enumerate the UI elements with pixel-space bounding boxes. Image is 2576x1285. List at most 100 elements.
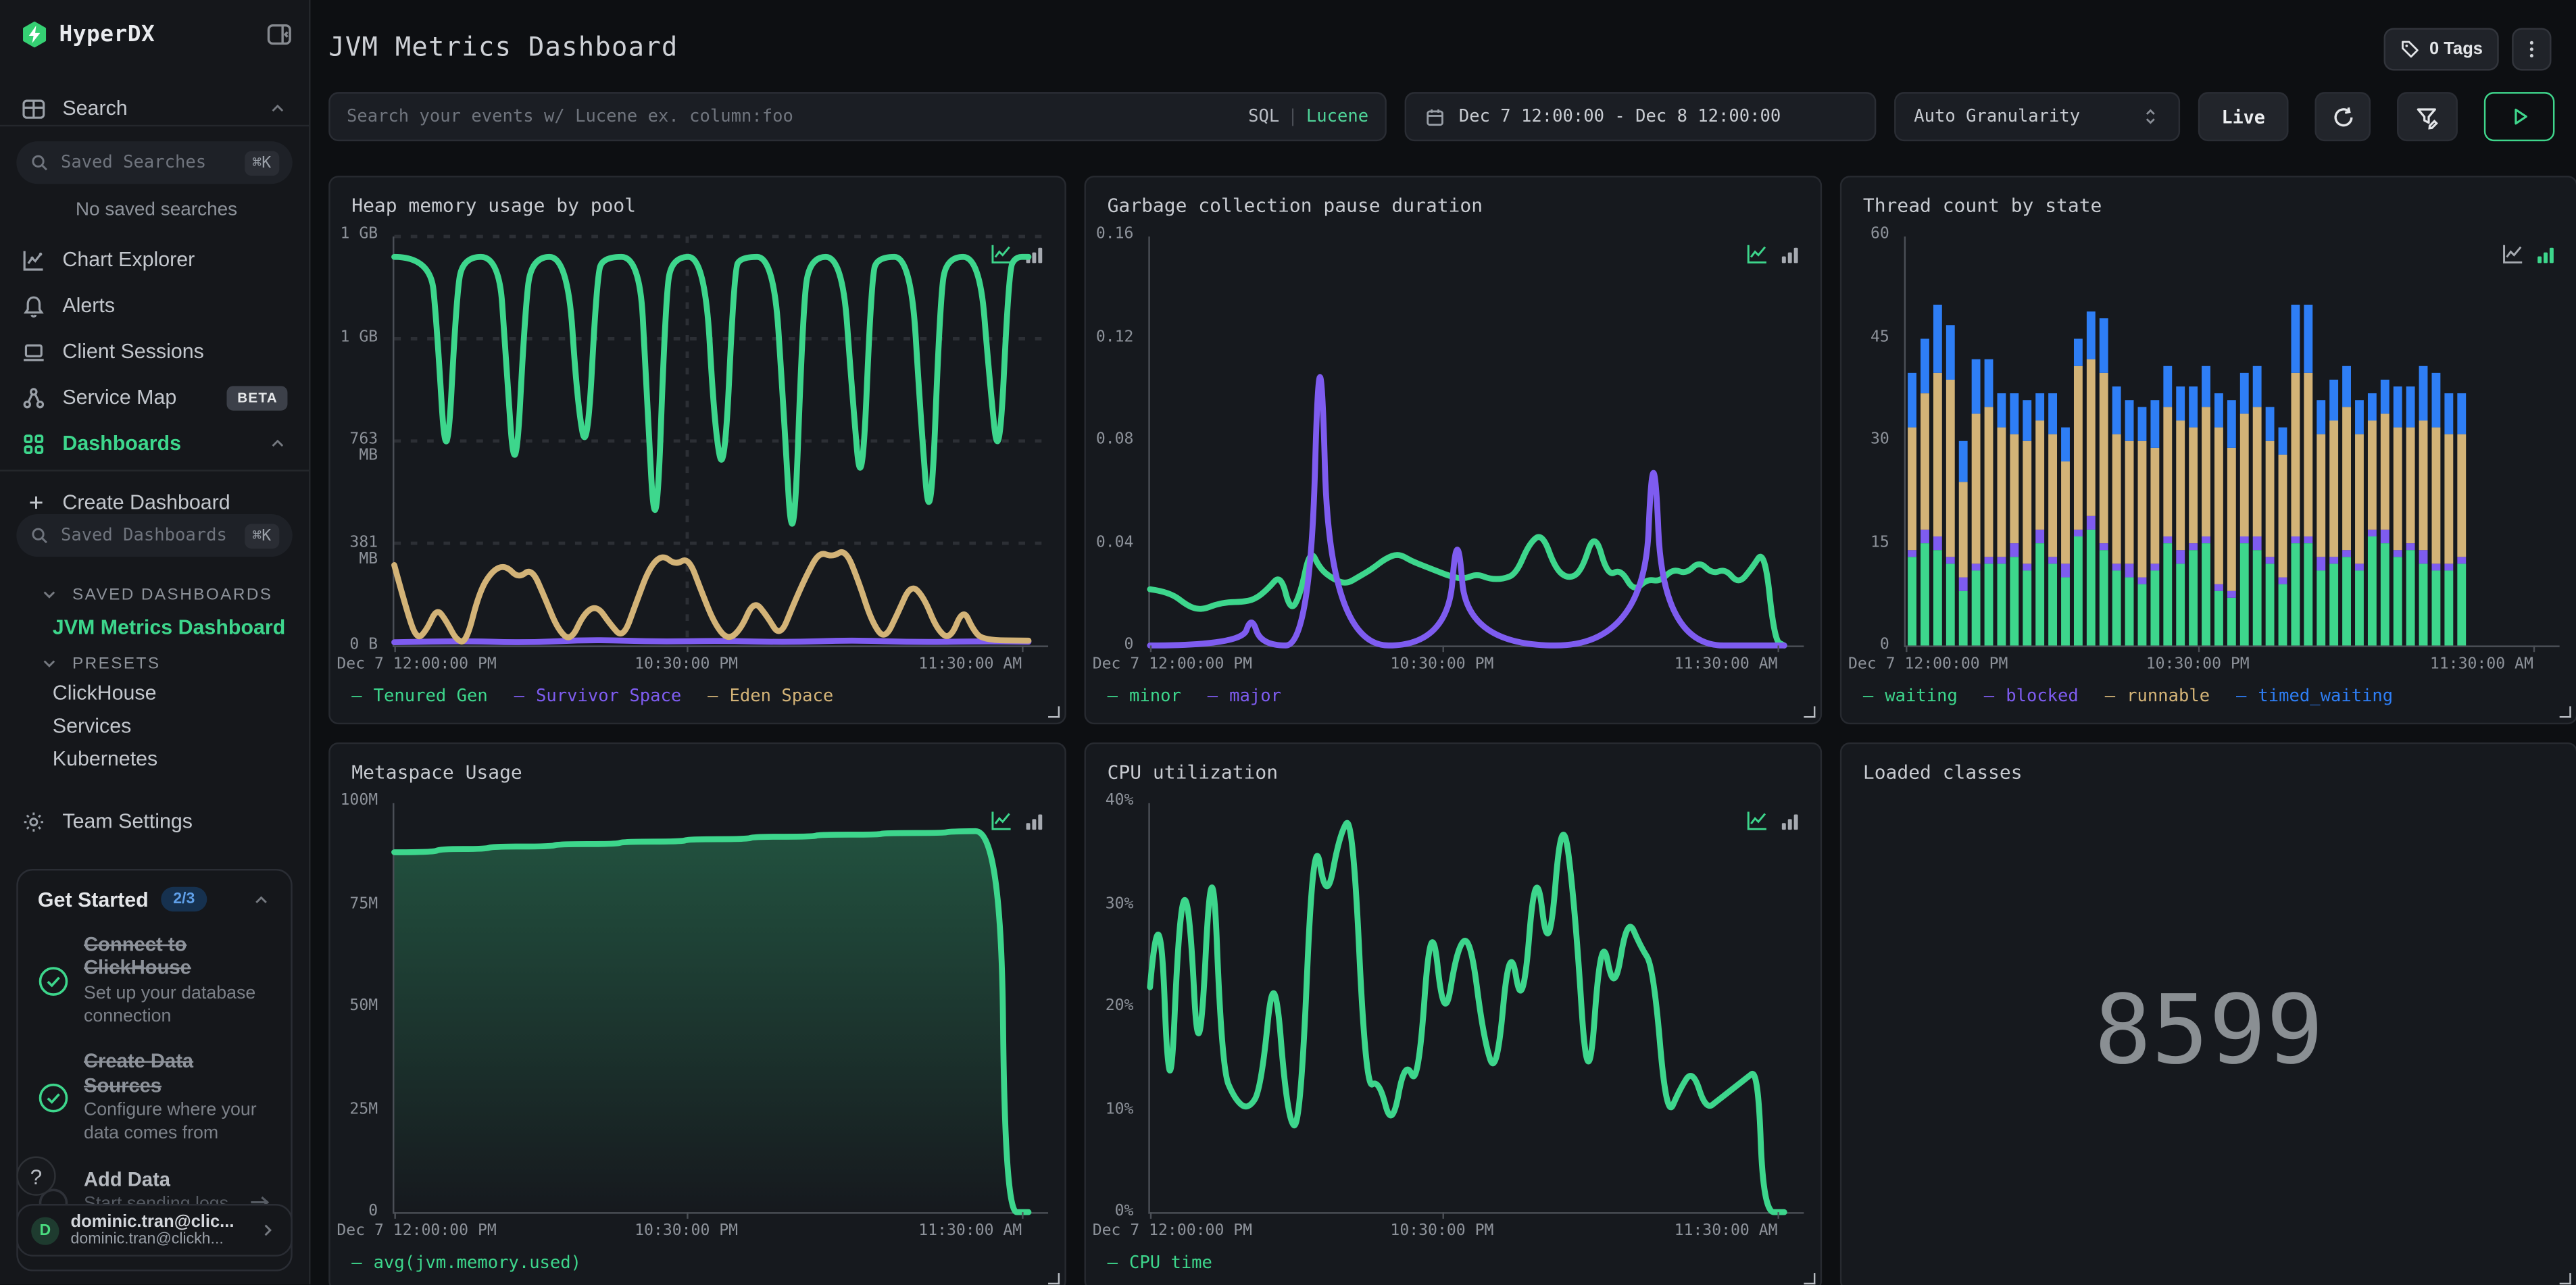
sidebar-item-team-settings[interactable]: Team Settings: [0, 800, 309, 842]
calendar-icon: [1427, 108, 1443, 125]
play-icon: [2514, 108, 2527, 125]
legend-item-Survivor Space[interactable]: — Survivor Space: [514, 686, 682, 706]
panel-resize-handle[interactable]: [1048, 706, 1060, 718]
section-presets[interactable]: PRESETS: [39, 654, 160, 674]
saved-searches-input[interactable]: Saved Searches ⌘K: [16, 141, 293, 184]
legend-label: Eden Space: [729, 686, 834, 707]
step-desc: Configure where your data comes from: [83, 1101, 257, 1143]
panel-resize-handle[interactable]: [1804, 706, 1816, 718]
panel-resize-handle[interactable]: [1048, 1273, 1060, 1285]
y-axis-label: 15: [1870, 532, 1889, 551]
chart-legend: — Tenured Gen — Survivor Space — Eden Space: [351, 686, 833, 706]
tag-icon: [2401, 41, 2419, 58]
y-axis: 40% 30% 20% 10% 0%: [1086, 792, 1140, 1220]
panel-thread-count[interactable]: Thread count by state 60 45 30 15 0 Dec 7 12…: [1839, 176, 2576, 725]
legend-item-avg(jvm.memory.used)[interactable]: — avg(jvm.memory.used): [351, 1253, 581, 1273]
lucene-option: Lucene: [1306, 107, 1369, 127]
panel-resize-handle[interactable]: [1804, 1273, 1816, 1285]
sidebar-item-search[interactable]: Search: [0, 89, 309, 128]
chevron-up-icon[interactable]: [251, 889, 271, 909]
tags-button[interactable]: 0 Tags: [2383, 28, 2499, 71]
date-range-picker[interactable]: Dec 7 12:00:00 - Dec 8 12:00:00: [1404, 92, 1877, 142]
sidebar-dashboard-jvm-metrics[interactable]: JVM Metrics Dashboard: [52, 615, 286, 639]
line-chart-icon[interactable]: [2502, 243, 2524, 265]
line-chart-icon[interactable]: [991, 810, 1012, 832]
legend-item-Tenured Gen[interactable]: — Tenured Gen: [351, 686, 487, 706]
y-axis-label: 381 MB: [349, 532, 378, 569]
sidebar-item-service-map[interactable]: Service Map BETA: [0, 378, 309, 417]
filter-button[interactable]: [2397, 92, 2458, 142]
get-started-step-sources[interactable]: Create Data Sources Configure where your…: [38, 1050, 271, 1146]
plot-area: [1904, 236, 2560, 653]
sidebar-item-chart-explorer[interactable]: Chart Explorer: [0, 240, 309, 279]
legend-item-Eden Space[interactable]: — Eden Space: [708, 686, 833, 706]
bar-chart-icon[interactable]: [1024, 243, 1045, 265]
panel-metaspace[interactable]: Metaspace Usage 100M 75M 50M 25M 0 Dec 7 12:…: [328, 742, 1066, 1285]
sidebar-item-client-sessions[interactable]: Client Sessions: [0, 332, 309, 371]
preset-kubernetes[interactable]: Kubernetes: [52, 747, 158, 771]
get-started-step-connect[interactable]: Connect to ClickHouse Set up your databa…: [38, 933, 271, 1029]
legend-label: waiting: [1885, 686, 1958, 707]
legend-item-CPU time[interactable]: — CPU time: [1108, 1253, 1212, 1273]
legend-item-minor[interactable]: — minor: [1108, 686, 1181, 706]
panel-resize-handle[interactable]: [2559, 706, 2571, 718]
chevron-up-icon: [272, 104, 284, 112]
panel-title: Garbage collection pause duration: [1107, 193, 1483, 217]
panel-loaded-classes[interactable]: Loaded classes 8599: [1839, 742, 2576, 1285]
legend-item-blocked[interactable]: — blocked: [1984, 686, 2079, 706]
y-axis-label: 25M: [349, 1099, 378, 1118]
kebab-menu-icon: [2529, 41, 2533, 58]
legend-item-waiting[interactable]: — waiting: [1863, 686, 1958, 706]
legend-item-major[interactable]: — major: [1208, 686, 1281, 706]
plot-area: [1148, 236, 1804, 653]
granularity-select[interactable]: Auto Granularity: [1894, 92, 2181, 142]
section-saved-dashboards[interactable]: SAVED DASHBOARDS: [39, 584, 272, 604]
legend-item-timed_waiting[interactable]: — timed_waiting: [2236, 686, 2393, 706]
granularity-value: Auto Granularity: [1914, 107, 2081, 127]
bar-chart-icon[interactable]: [1779, 243, 1801, 265]
panel-resize-handle[interactable]: [2559, 1273, 2571, 1285]
bar-chart-icon[interactable]: [2535, 243, 2556, 265]
line-chart-icon[interactable]: [1746, 243, 1768, 265]
event-search-input[interactable]: Search your events w/ Lucene ex. column:…: [328, 92, 1387, 142]
query-language-toggle[interactable]: SQL | Lucene: [1248, 107, 1369, 127]
preset-services[interactable]: Services: [52, 714, 132, 738]
hyperdx-logo-icon: [23, 21, 47, 48]
panel-heap-memory[interactable]: Heap memory usage by pool 1 GB 1 GB 763 MB…: [328, 176, 1066, 725]
create-dashboard-button[interactable]: Create Dashboard: [0, 483, 309, 522]
legend-swatch: —: [2104, 686, 2116, 707]
preset-clickhouse[interactable]: ClickHouse: [52, 681, 157, 705]
line-chart-icon[interactable]: [991, 243, 1012, 265]
line-chart-icon[interactable]: [1746, 810, 1768, 832]
create-dashboard-label: Create Dashboard: [62, 490, 230, 514]
x-axis-label: Dec 7 12:00:00 PM: [1092, 1221, 1253, 1240]
sidebar-item-alerts[interactable]: Alerts: [0, 286, 309, 325]
legend-swatch: —: [514, 686, 525, 707]
bar-chart-icon[interactable]: [1779, 810, 1801, 832]
y-axis-label: 0.08: [1095, 430, 1134, 449]
panel-cpu-utilization[interactable]: CPU utilization 40% 30% 20% 10% 0% Dec 7 12:…: [1084, 742, 1823, 1285]
panel-gc-pause[interactable]: Garbage collection pause duration 0.16 0.…: [1084, 176, 1823, 725]
chart-legend: — waiting — blocked — runnable — timed_waiting: [1863, 686, 2393, 706]
view-toggle: [991, 243, 1045, 265]
axis-tick: [1443, 645, 1445, 653]
y-axis: 0.16 0.12 0.08 0.04 0: [1086, 225, 1140, 653]
saved-dashboards-input[interactable]: Saved Dashboards ⌘K: [16, 513, 293, 557]
live-button[interactable]: Live: [2198, 92, 2289, 142]
y-axis-label: 1 GB: [340, 328, 378, 346]
x-axis: Dec 7 12:00:00 PM 10:30:00 PM 11:30:00 AM: [1848, 655, 2560, 675]
refresh-button[interactable]: [2314, 92, 2371, 142]
help-label: ?: [30, 1163, 43, 1188]
page-title: JVM Metrics Dashboard: [328, 31, 678, 63]
legend-item-runnable[interactable]: — runnable: [2105, 686, 2210, 706]
plot-area: [1148, 803, 1804, 1219]
sidebar-item-dashboards[interactable]: Dashboards: [0, 424, 309, 463]
help-button[interactable]: ?: [16, 1156, 56, 1196]
user-menu[interactable]: D dominic.tran@clic... dominic.tran@clic…: [16, 1204, 293, 1257]
run-query-button[interactable]: [2483, 92, 2555, 142]
bar-chart-icon[interactable]: [1024, 810, 1045, 832]
y-axis-label: 0.04: [1095, 532, 1134, 551]
dashboard-menu-button[interactable]: [2512, 28, 2552, 71]
get-started-title: Get Started: [37, 888, 149, 911]
sidebar-collapse-icon[interactable]: [266, 22, 293, 48]
